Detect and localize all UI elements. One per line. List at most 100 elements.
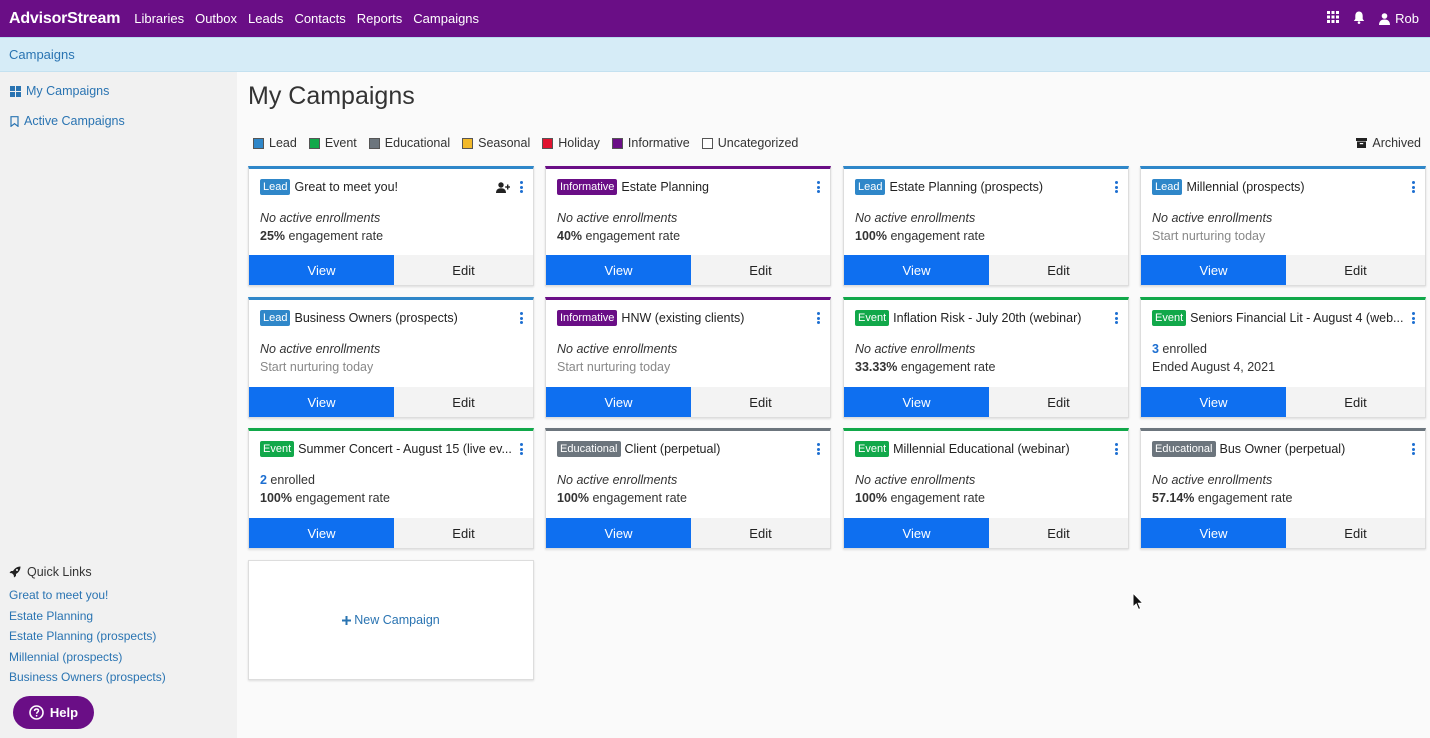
nav-contacts[interactable]: Contacts [294,11,346,26]
add-user-icon[interactable] [496,181,510,193]
engagement-rate: 25% [260,229,286,243]
legend-label: Seasonal [478,136,531,150]
enrollment-status: No active enrollments [855,211,975,225]
sidebar-item-active-campaigns[interactable]: Active Campaigns [10,114,125,128]
nav-libraries[interactable]: Libraries [134,11,185,26]
engagement-status: Start nurturing today [557,360,670,374]
view-button[interactable]: View [546,518,691,548]
legend-item-lead[interactable]: Lead [253,136,297,150]
legend-item-seasonal[interactable]: Seasonal [462,136,530,150]
category-badge: Event [855,441,890,457]
archived-link[interactable]: Archived [1356,136,1421,150]
bell-icon[interactable] [1353,11,1365,27]
edit-button[interactable]: Edit [394,387,533,417]
engagement-status: 100% engagement rate [557,491,687,505]
more-options-icon[interactable] [816,181,820,193]
nav-reports[interactable]: Reports [356,11,403,26]
quick-link[interactable]: Estate Planning (prospects) [9,629,157,643]
engagement-status: 40% engagement rate [557,229,680,243]
card-title: Client (perpetual) [624,442,721,456]
category-badge: Event [1152,310,1187,326]
edit-button[interactable]: Edit [1286,387,1425,417]
campaign-card: Informative Estate Planning No active enro… [545,166,831,286]
view-button[interactable]: View [844,255,989,285]
enrollment-status: No active enrollments [1152,473,1272,487]
quick-link[interactable]: Millennial (prospects) [9,649,123,664]
more-options-icon[interactable] [519,181,523,193]
enrollment-text: No active enrollments [855,473,976,487]
sidebar-item-my-campaigns[interactable]: My Campaigns [10,84,109,98]
edit-button[interactable]: Edit [989,387,1128,417]
more-options-icon[interactable] [816,312,820,324]
more-options-icon[interactable] [1114,443,1118,455]
view-button[interactable]: View [844,518,989,548]
edit-button[interactable]: Edit [394,518,533,548]
edit-button[interactable]: Edit [691,518,830,548]
legend-item-holiday[interactable]: Holiday [542,136,600,150]
edit-button[interactable]: Edit [1286,518,1425,548]
archive-icon [1356,138,1368,148]
engagement-status: 100% engagement rate [855,229,985,243]
new-campaign-button[interactable]: New Campaign [248,560,534,680]
legend-label: Lead [269,136,297,150]
more-options-icon[interactable] [519,312,523,324]
legend-item-informative[interactable]: Informative [611,136,690,150]
grid-icon[interactable] [1327,11,1340,26]
enrollment-text: No active enrollments [855,211,976,225]
edit-button[interactable]: Edit [394,255,533,285]
view-button[interactable]: View [546,255,691,285]
legend-item-uncategorized[interactable]: Uncategorized [701,136,798,150]
more-options-icon[interactable] [1411,443,1415,455]
view-button[interactable]: View [249,387,394,417]
quick-link[interactable]: Great to meet you! [9,588,109,602]
legend-label: Educational [384,136,451,150]
card-title: Millennial Educational (webinar) [893,442,1070,456]
edit-button[interactable]: Edit [691,255,830,285]
enrollment-text: No active enrollments [1152,473,1273,487]
engagement-rate: 57.14% [1152,491,1195,505]
campaign-card: Event Millennial Educational (webinar) No … [843,428,1129,549]
quick-link[interactable]: Estate Planning [9,608,94,623]
card-actions [1114,181,1118,193]
card-header: Informative HNW (existing clients) [557,310,820,326]
more-options-icon[interactable] [519,443,523,455]
more-options-icon[interactable] [816,443,820,455]
view-button[interactable]: View [844,387,989,417]
quick-link[interactable]: Business Owners (prospects) [9,670,166,684]
enrolled-count[interactable]: 2 [260,473,267,487]
user-menu[interactable]: Rob [1379,11,1419,26]
help-button[interactable]: Help [13,696,94,729]
card-title: HNW (existing clients) [621,311,745,325]
legend-label: Holiday [558,136,600,150]
more-options-icon[interactable] [1411,181,1415,193]
view-button[interactable]: View [1141,387,1286,417]
card-header: Event Inflation Risk - July 20th (webinar… [855,310,1118,326]
view-button[interactable]: View [249,518,394,548]
enrollment-text: No active enrollments [557,342,678,356]
nav-leads[interactable]: Leads [248,11,284,26]
edit-button[interactable]: Edit [1286,255,1425,285]
card-header: Event Seniors Financial Lit - August 4 (w… [1152,310,1415,326]
legend-item-event[interactable]: Event [308,136,357,150]
card-actions [816,312,820,324]
view-button[interactable]: View [1141,518,1286,548]
rocket-icon [9,566,21,578]
edit-button[interactable]: Edit [989,255,1128,285]
view-button[interactable]: View [249,255,394,285]
enrollment-text: No active enrollments [260,211,381,225]
brand-logo[interactable]: AdvisorStream [9,9,121,27]
card-actions [1411,181,1415,193]
more-options-icon[interactable] [1114,181,1118,193]
view-button[interactable]: View [1141,255,1286,285]
nav-outbox[interactable]: Outbox [195,11,238,26]
card-actions [816,443,820,455]
legend-item-educational[interactable]: Educational [368,136,451,150]
view-button[interactable]: View [546,387,691,417]
breadcrumb-campaigns[interactable]: Campaigns [9,47,75,62]
more-options-icon[interactable] [1411,312,1415,324]
enrolled-count[interactable]: 3 [1152,342,1159,356]
nav-campaigns[interactable]: Campaigns [413,11,480,26]
more-options-icon[interactable] [1114,312,1118,324]
edit-button[interactable]: Edit [691,387,830,417]
edit-button[interactable]: Edit [989,518,1128,548]
